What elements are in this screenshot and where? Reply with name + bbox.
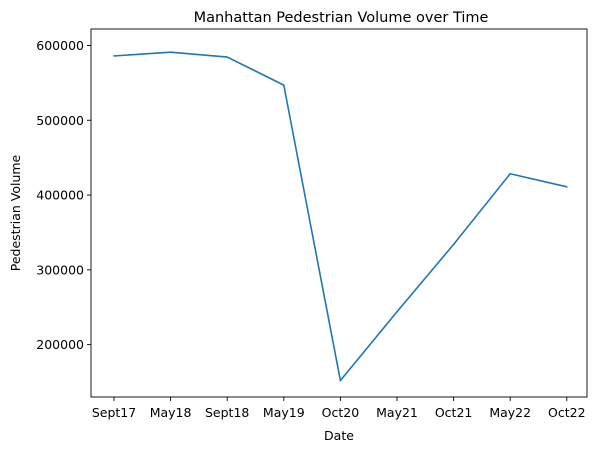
x-axis-ticks: Sept17 May18 Sept18 May19 Oct20 May21 Oct21 May… [92,397,586,420]
x-tick-label: May18 [150,405,192,420]
data-point [453,244,455,246]
data-point [113,55,115,57]
x-tick-label: Oct20 [322,405,360,420]
y-axis-ticks: 200000 300000 400000 500000 600000 [36,38,91,352]
x-axis-label: Date [324,428,354,443]
data-point [396,311,398,313]
data-point [170,51,172,53]
plot-frame [91,29,587,397]
x-tick-label: May22 [489,405,531,420]
data-point [283,84,285,86]
x-tick-label: May19 [263,405,305,420]
chart-title: Manhattan Pedestrian Volume over Time [194,10,489,26]
data-point [509,173,511,175]
y-tick-label: 500000 [36,113,84,128]
x-tick-label: Oct21 [435,405,473,420]
x-tick-label: Sept17 [92,405,136,420]
data-point [340,380,342,382]
y-tick-label: 300000 [36,262,84,277]
y-tick-label: 400000 [36,188,84,203]
x-tick-label: Sept18 [205,405,249,420]
data-point [226,56,228,58]
y-tick-label: 200000 [36,337,84,352]
y-tick-label: 600000 [36,38,84,53]
series-lines [113,51,567,381]
x-tick-label: Oct22 [548,405,586,420]
data-point [566,186,568,188]
y-axis-label: Pedestrian Volume [8,154,23,271]
series-line [114,52,567,380]
x-tick-label: May21 [376,405,418,420]
